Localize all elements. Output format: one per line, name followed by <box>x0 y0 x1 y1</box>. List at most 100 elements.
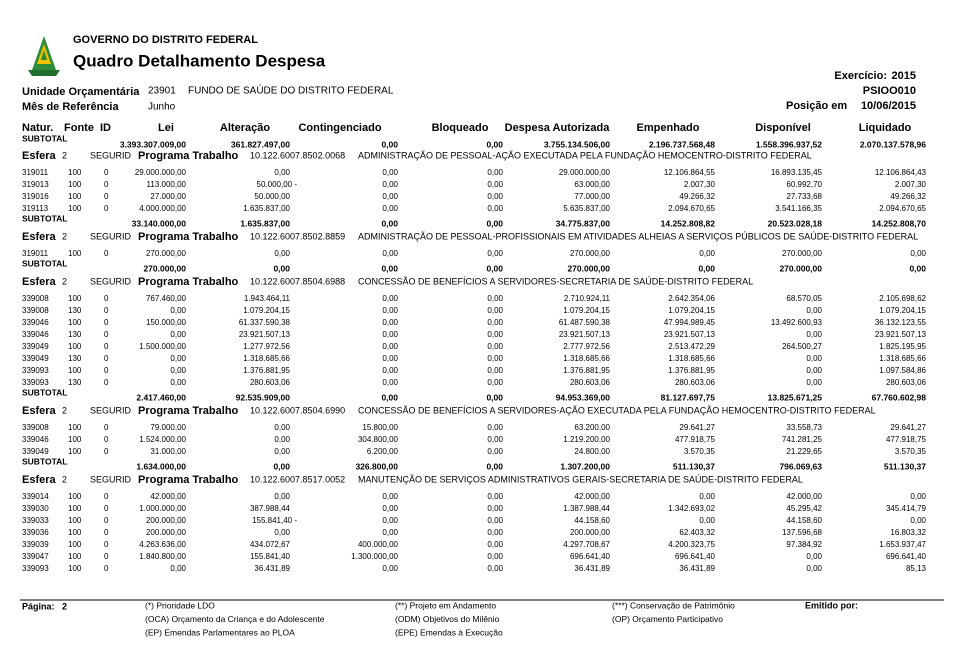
legend-note: (EPE) Emendas à Execução <box>395 627 503 637</box>
fonte: 100 <box>68 516 82 525</box>
fonte: 100 <box>68 564 82 573</box>
esfera-label: Esfera <box>22 474 57 486</box>
amount: 42.000,00 <box>786 492 822 501</box>
amount: 155.841,40 - <box>252 516 297 525</box>
natureza: 339033 <box>22 516 49 525</box>
amount: 0,00 <box>274 168 290 177</box>
amount: 2.710.924,11 <box>564 294 611 303</box>
column-header: Lei <box>158 122 174 134</box>
amount: 264.500,27 <box>782 342 823 351</box>
amount: 0,00 <box>487 528 503 537</box>
legend-note: (***) Conservação de Patrimônio <box>612 600 735 610</box>
fonte: 100 <box>68 294 82 303</box>
id: 0 <box>104 540 109 549</box>
segurid: SEGURID <box>90 474 132 484</box>
fonte: 130 <box>68 330 82 339</box>
amount: 1.277.972,56 <box>243 342 290 351</box>
subtotal-value: 3.755.134.506,00 <box>544 139 610 149</box>
amount: 4.263.636,00 <box>139 540 186 549</box>
fonte: 100 <box>68 318 82 327</box>
natureza: 339047 <box>22 552 49 561</box>
amount: 387.988,44 <box>250 504 291 513</box>
subtotal-value: 33.140.000,00 <box>132 218 187 228</box>
amount: 2.642.354,06 <box>668 294 715 303</box>
amount: 280.603,06 <box>675 378 716 387</box>
column-header: ID <box>100 122 111 134</box>
programa-code: 10.122.6007.8502.0068 <box>250 150 345 160</box>
amount: 85,13 <box>906 564 927 573</box>
amount: 21.229,65 <box>786 447 822 456</box>
amount: 1.387.988,44 <box>563 504 610 513</box>
segurid: SEGURID <box>90 231 132 241</box>
esfera: 2 <box>62 150 67 160</box>
report-code: PSIOO010 <box>863 85 916 97</box>
amount: 29.641,27 <box>890 423 926 432</box>
id: 0 <box>104 306 109 315</box>
posicao-label: Posição em <box>786 100 847 112</box>
amount: 2.094.670,65 <box>668 204 715 213</box>
amount: 79.000,00 <box>150 423 186 432</box>
report-title: Quadro Detalhamento Despesa <box>73 51 326 70</box>
id: 0 <box>104 378 109 387</box>
id: 0 <box>104 366 109 375</box>
amount: 1.635.837,00 <box>243 204 290 213</box>
emitido-label: Emitido por: <box>805 600 858 610</box>
natureza: 339008 <box>22 306 49 315</box>
subtotal-value: 361.827.497,00 <box>231 139 290 149</box>
amount: 0,00 <box>487 342 503 351</box>
subtotal-value: 14.252.808,70 <box>872 218 927 228</box>
subtotal-value: 0,00 <box>486 263 503 273</box>
natureza: 339039 <box>22 540 49 549</box>
amount: 741.281,25 <box>782 435 823 444</box>
amount: 0,00 <box>487 294 503 303</box>
natureza: 339030 <box>22 504 49 513</box>
amount: 137.596,68 <box>782 528 823 537</box>
amount: 0,00 <box>274 492 290 501</box>
amount: 113.000,00 <box>147 180 187 189</box>
subtotal-value: 1.558.396.937,52 <box>756 139 822 149</box>
subtotal-value: 0,00 <box>486 139 503 149</box>
natureza: 319013 <box>22 180 49 189</box>
esfera-label: Esfera <box>22 150 57 162</box>
id: 0 <box>104 342 109 351</box>
subtotal-value: 270.000,00 <box>567 263 610 273</box>
amount: 29.641,27 <box>679 423 715 432</box>
amount: 0,00 <box>806 564 822 573</box>
id: 0 <box>104 492 109 501</box>
amount: 0,00 <box>382 294 398 303</box>
amount: 24.800,00 <box>574 447 610 456</box>
subtotal-label: SUBTOTAL <box>22 456 68 466</box>
amount: 63.200,00 <box>574 423 610 432</box>
amount: 1.376.881,95 <box>563 366 610 375</box>
id: 0 <box>104 423 109 432</box>
amount: 0,00 <box>910 516 926 525</box>
fonte: 100 <box>68 492 82 501</box>
fonte: 130 <box>68 378 82 387</box>
amount: 0,00 <box>382 318 398 327</box>
amount: 1.840.800,00 <box>139 552 186 561</box>
amount: 3.541.166,35 <box>775 204 822 213</box>
natureza: 339093 <box>22 366 49 375</box>
subtotal-value: 20.523.028,18 <box>768 218 823 228</box>
amount: 0,00 <box>487 318 503 327</box>
column-header: Despesa Autorizada <box>505 122 611 134</box>
id: 0 <box>104 564 109 573</box>
amount: 767.460,00 <box>146 294 187 303</box>
esfera-label: Esfera <box>22 405 57 417</box>
amount: 0,00 <box>487 354 503 363</box>
amount: 0,00 <box>806 378 822 387</box>
amount: 16.803,32 <box>890 528 926 537</box>
amount: 0,00 <box>382 180 398 189</box>
amount: 280.603,06 <box>570 378 611 387</box>
amount: 62.403,32 <box>679 528 715 537</box>
amount: 36.132.123,55 <box>875 318 927 327</box>
amount: 696.641,40 <box>886 552 927 561</box>
column-header: Fonte <box>64 122 94 134</box>
amount: 29.000.000,00 <box>135 168 187 177</box>
column-header: Natur. <box>22 122 53 134</box>
amount: 270.000,00 <box>782 249 823 258</box>
subtotal-value: 270.000,00 <box>143 263 186 273</box>
unidade-label: Unidade Orçamentária <box>22 86 140 98</box>
fonte: 100 <box>68 249 82 258</box>
